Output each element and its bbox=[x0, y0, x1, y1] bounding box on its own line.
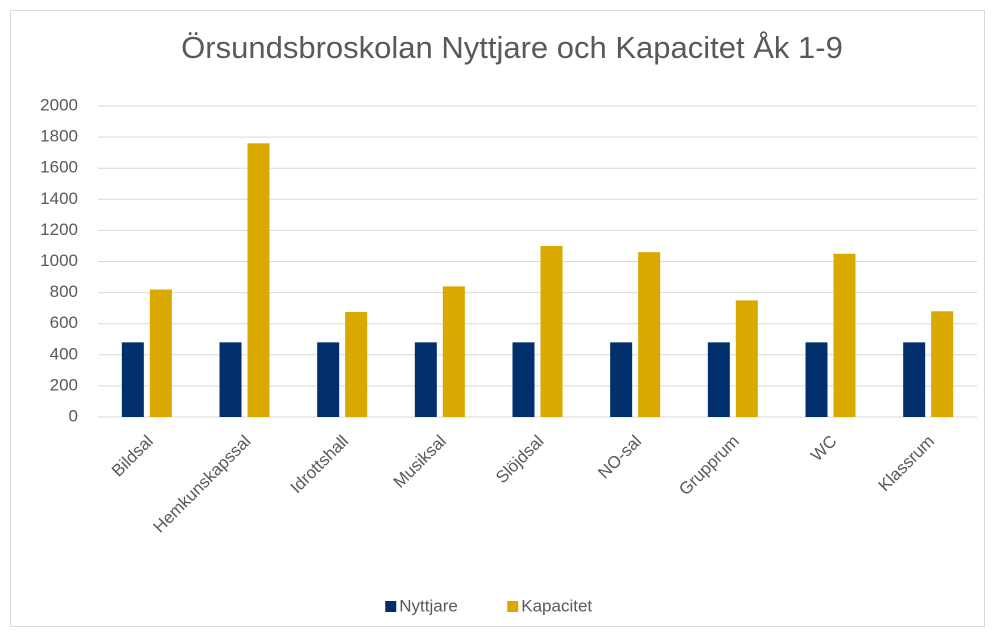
y-tick-label: 200 bbox=[50, 375, 78, 394]
chart-title: Örsundsbroskolan Nyttjare och Kapacitet … bbox=[181, 30, 843, 65]
y-tick-label: 400 bbox=[50, 344, 78, 363]
y-tick-label: 600 bbox=[50, 313, 78, 332]
y-tick-label: 2000 bbox=[40, 95, 78, 114]
bar bbox=[833, 253, 856, 417]
y-tick-label: 1800 bbox=[40, 127, 78, 146]
y-tick-label: 1400 bbox=[40, 189, 78, 208]
y-tick-label: 1600 bbox=[40, 158, 78, 177]
bar bbox=[414, 342, 437, 417]
legend-label: Kapacitet bbox=[521, 596, 592, 615]
bar bbox=[638, 252, 661, 417]
legend-swatch bbox=[385, 601, 397, 612]
bar bbox=[707, 342, 730, 417]
bar bbox=[805, 342, 828, 417]
bar bbox=[219, 342, 242, 417]
bar bbox=[931, 311, 954, 417]
bar bbox=[149, 289, 172, 417]
bar bbox=[610, 342, 633, 417]
bar bbox=[317, 342, 340, 417]
legend-swatch bbox=[507, 601, 519, 612]
bar bbox=[903, 342, 926, 417]
legend-label: Nyttjare bbox=[399, 596, 458, 615]
y-tick-label: 1200 bbox=[40, 220, 78, 239]
bar bbox=[735, 300, 758, 417]
y-tick-label: 1000 bbox=[40, 251, 78, 270]
bar bbox=[512, 342, 535, 417]
chart-frame bbox=[10, 10, 985, 627]
bar bbox=[345, 312, 368, 417]
bar bbox=[442, 286, 465, 417]
y-tick-label: 800 bbox=[50, 282, 78, 301]
bar bbox=[540, 245, 563, 417]
bar bbox=[121, 342, 144, 417]
y-tick-label: 0 bbox=[69, 406, 78, 425]
bar bbox=[247, 143, 270, 417]
